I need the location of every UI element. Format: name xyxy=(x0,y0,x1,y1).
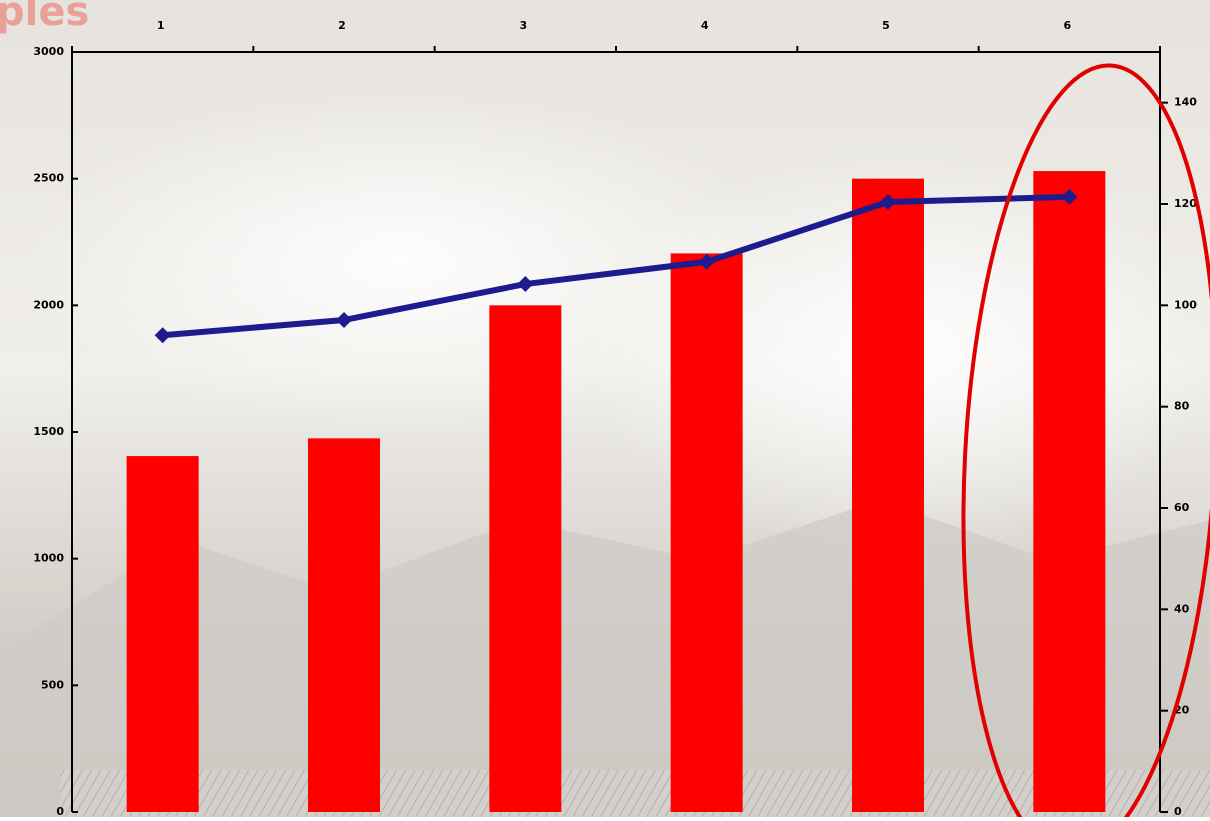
y2-tick-label: 0 xyxy=(1174,805,1182,817)
y-tick-label: 1000 xyxy=(33,552,64,565)
x-tick-label: 6 xyxy=(1064,19,1072,32)
marker xyxy=(154,327,171,344)
marker xyxy=(336,312,352,329)
bar xyxy=(670,253,743,812)
y2-tick-label: 40 xyxy=(1174,602,1190,615)
bar xyxy=(1033,171,1106,813)
y-tick-label: 1500 xyxy=(33,425,64,438)
y-tick-label: 3000 xyxy=(33,45,64,58)
y-tick-label: 0 xyxy=(56,805,64,817)
bar xyxy=(126,456,199,812)
bar xyxy=(852,178,924,812)
bar xyxy=(489,305,562,812)
x-tick-label: 4 xyxy=(701,19,709,32)
plot: 0500100015002000250030000204060801001201… xyxy=(33,19,1197,818)
bar xyxy=(308,438,380,812)
highlight-ellipse xyxy=(961,63,1210,821)
x-tick-label: 2 xyxy=(338,19,346,32)
x-tick-label: 3 xyxy=(520,19,528,32)
y2-tick-label: 60 xyxy=(1174,501,1190,514)
marker xyxy=(517,276,534,293)
y2-tick-label: 120 xyxy=(1174,197,1197,210)
marker xyxy=(698,253,715,270)
x-tick-label: 5 xyxy=(882,19,890,32)
y2-tick-label: 80 xyxy=(1174,400,1190,413)
y-tick-label: 500 xyxy=(41,678,64,691)
line xyxy=(162,193,1070,339)
marker xyxy=(880,193,896,210)
x-tick-label: 1 xyxy=(157,19,165,32)
marker xyxy=(1061,188,1078,205)
roofs xyxy=(60,770,1210,817)
y-tick-label: 2000 xyxy=(33,298,64,311)
y-tick-label: 2500 xyxy=(33,172,64,185)
chart-title: ples xyxy=(0,0,89,35)
y2-tick-label: 100 xyxy=(1174,298,1197,311)
y2-tick-label: 140 xyxy=(1174,96,1197,109)
